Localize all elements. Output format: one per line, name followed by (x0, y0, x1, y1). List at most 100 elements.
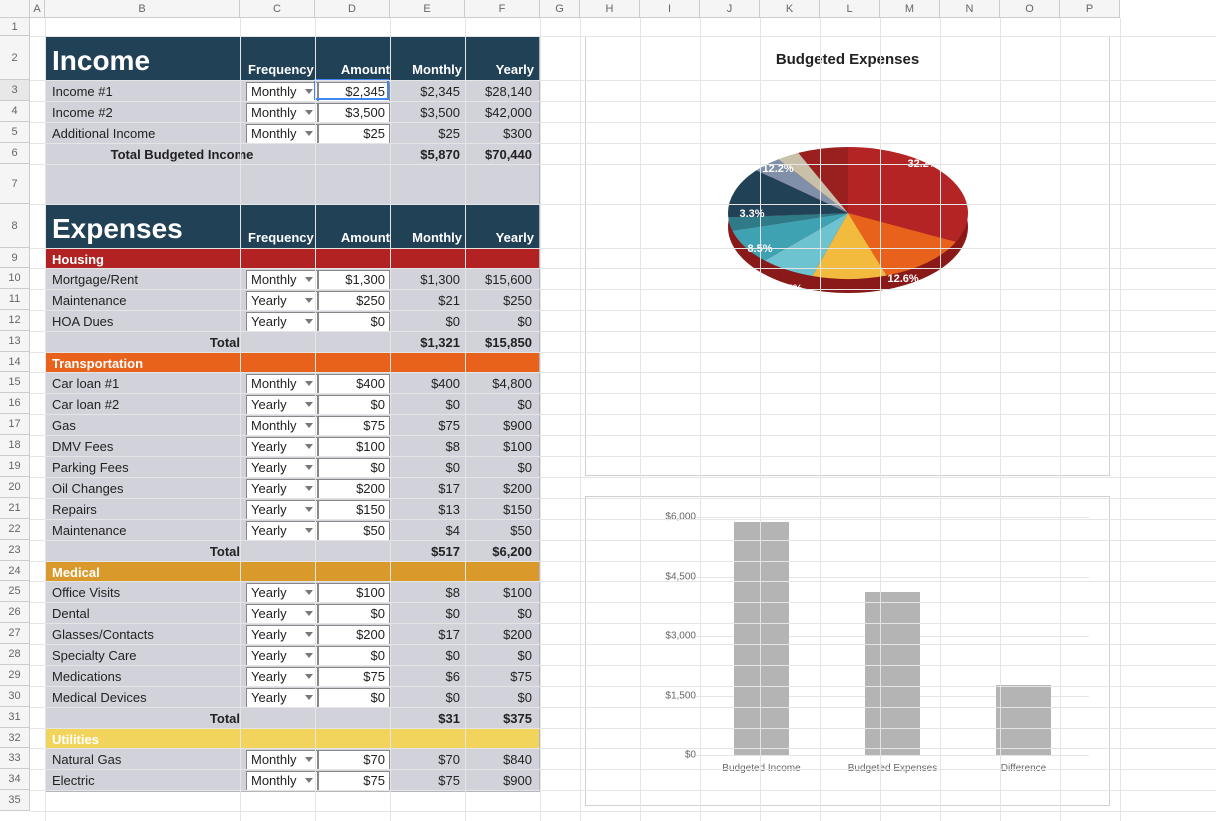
row-header-8[interactable]: 8 (0, 204, 29, 248)
amount-input[interactable]: $0 (318, 646, 390, 666)
row-header-18[interactable]: 18 (0, 435, 29, 456)
income-title: Income (50, 45, 246, 77)
frequency-dropdown[interactable]: Yearly (246, 458, 318, 478)
frequency-dropdown[interactable]: Yearly (246, 625, 318, 645)
row-header-9[interactable]: 9 (0, 248, 29, 268)
column-header-O[interactable]: O (1000, 0, 1060, 17)
column-header-H[interactable]: H (580, 0, 640, 17)
row-header-26[interactable]: 26 (0, 602, 29, 623)
column-header-K[interactable]: K (760, 0, 820, 17)
row-header-1[interactable]: 1 (0, 18, 29, 36)
row-header-16[interactable]: 16 (0, 393, 29, 414)
frequency-dropdown[interactable]: Monthly (246, 124, 318, 144)
yearly-value: $100 (462, 439, 534, 454)
row-header-20[interactable]: 20 (0, 477, 29, 498)
frequency-dropdown[interactable]: Yearly (246, 604, 318, 624)
amount-input[interactable]: $25 (318, 124, 390, 144)
amount-input[interactable]: $75 (318, 667, 390, 687)
row-header-12[interactable]: 12 (0, 310, 29, 331)
row-header-33[interactable]: 33 (0, 748, 29, 769)
frequency-dropdown[interactable]: Yearly (246, 437, 318, 457)
row-header-27[interactable]: 27 (0, 623, 29, 644)
row-header-30[interactable]: 30 (0, 686, 29, 707)
column-header-D[interactable]: D (315, 0, 390, 17)
row-header-11[interactable]: 11 (0, 289, 29, 310)
frequency-dropdown[interactable]: Monthly (246, 82, 318, 102)
row-header-28[interactable]: 28 (0, 644, 29, 665)
column-header-J[interactable]: J (700, 0, 760, 17)
row-header-10[interactable]: 10 (0, 268, 29, 289)
frequency-dropdown[interactable]: Yearly (246, 688, 318, 708)
amount-input[interactable]: $0 (318, 312, 390, 332)
frequency-dropdown[interactable]: Monthly (246, 270, 318, 290)
column-header-M[interactable]: M (880, 0, 940, 17)
row-header-34[interactable]: 34 (0, 769, 29, 790)
frequency-dropdown[interactable]: Monthly (246, 750, 318, 770)
amount-input[interactable]: $200 (318, 479, 390, 499)
row-header-23[interactable]: 23 (0, 540, 29, 561)
amount-input[interactable]: $0 (318, 395, 390, 415)
row-header-31[interactable]: 31 (0, 707, 29, 728)
row-header-6[interactable]: 6 (0, 143, 29, 164)
amount-input[interactable]: $75 (318, 771, 390, 791)
frequency-dropdown[interactable]: Yearly (246, 291, 318, 311)
column-header-A[interactable]: A (30, 0, 45, 17)
row-header-21[interactable]: 21 (0, 498, 29, 519)
row-header-14[interactable]: 14 (0, 352, 29, 372)
column-header-G[interactable]: G (540, 0, 580, 17)
column-header-F[interactable]: F (465, 0, 540, 17)
sheet-corner[interactable] (0, 0, 30, 18)
row-header-24[interactable]: 24 (0, 561, 29, 581)
row-header-29[interactable]: 29 (0, 665, 29, 686)
amount-input[interactable]: $400 (318, 374, 390, 394)
row-header-7[interactable]: 7 (0, 164, 29, 204)
row-header-3[interactable]: 3 (0, 80, 29, 101)
column-header-P[interactable]: P (1060, 0, 1120, 17)
amount-input[interactable]: $100 (318, 583, 390, 603)
row-header-15[interactable]: 15 (0, 372, 29, 393)
frequency-dropdown[interactable]: Yearly (246, 667, 318, 687)
column-header-B[interactable]: B (45, 0, 240, 17)
column-header-E[interactable]: E (390, 0, 465, 17)
grid-area[interactable]: Income Frequency Amount Monthly Yearly I… (30, 18, 1216, 821)
column-header-C[interactable]: C (240, 0, 315, 17)
row-header-17[interactable]: 17 (0, 414, 29, 435)
amount-input[interactable]: $250 (318, 291, 390, 311)
frequency-dropdown[interactable]: Monthly (246, 416, 318, 436)
frequency-dropdown[interactable]: Yearly (246, 521, 318, 541)
amount-input[interactable]: $200 (318, 625, 390, 645)
row-header-2[interactable]: 2 (0, 36, 29, 80)
amount-input[interactable]: $1,300 (318, 270, 390, 290)
row-header-25[interactable]: 25 (0, 581, 29, 602)
frequency-dropdown[interactable]: Monthly (246, 374, 318, 394)
column-header-N[interactable]: N (940, 0, 1000, 17)
amount-input[interactable]: $70 (318, 750, 390, 770)
frequency-dropdown[interactable]: Yearly (246, 479, 318, 499)
row-header-35[interactable]: 35 (0, 790, 29, 811)
row-header-22[interactable]: 22 (0, 519, 29, 540)
row-header-32[interactable]: 32 (0, 728, 29, 748)
amount-input[interactable]: $0 (318, 688, 390, 708)
row-header-13[interactable]: 13 (0, 331, 29, 352)
amount-input[interactable]: $3,500 (318, 103, 390, 123)
amount-input[interactable]: $0 (318, 458, 390, 478)
column-header-I[interactable]: I (640, 0, 700, 17)
amount-input[interactable]: $150 (318, 500, 390, 520)
column-header-L[interactable]: L (820, 0, 880, 17)
amount-input[interactable]: $0 (318, 604, 390, 624)
frequency-dropdown[interactable]: Yearly (246, 583, 318, 603)
frequency-dropdown[interactable]: Yearly (246, 500, 318, 520)
frequency-dropdown[interactable]: Monthly (246, 103, 318, 123)
frequency-dropdown[interactable]: Yearly (246, 646, 318, 666)
amount-input[interactable]: $2,345 (318, 82, 390, 102)
amount-input[interactable]: $50 (318, 521, 390, 541)
row-header-4[interactable]: 4 (0, 101, 29, 122)
row-header-19[interactable]: 19 (0, 456, 29, 477)
frequency-dropdown[interactable]: Yearly (246, 312, 318, 332)
row-header-5[interactable]: 5 (0, 122, 29, 143)
frequency-dropdown[interactable]: Monthly (246, 771, 318, 791)
amount-input[interactable]: $100 (318, 437, 390, 457)
amount-input[interactable]: $75 (318, 416, 390, 436)
frequency-dropdown[interactable]: Yearly (246, 395, 318, 415)
col-monthly: Monthly (390, 62, 462, 77)
